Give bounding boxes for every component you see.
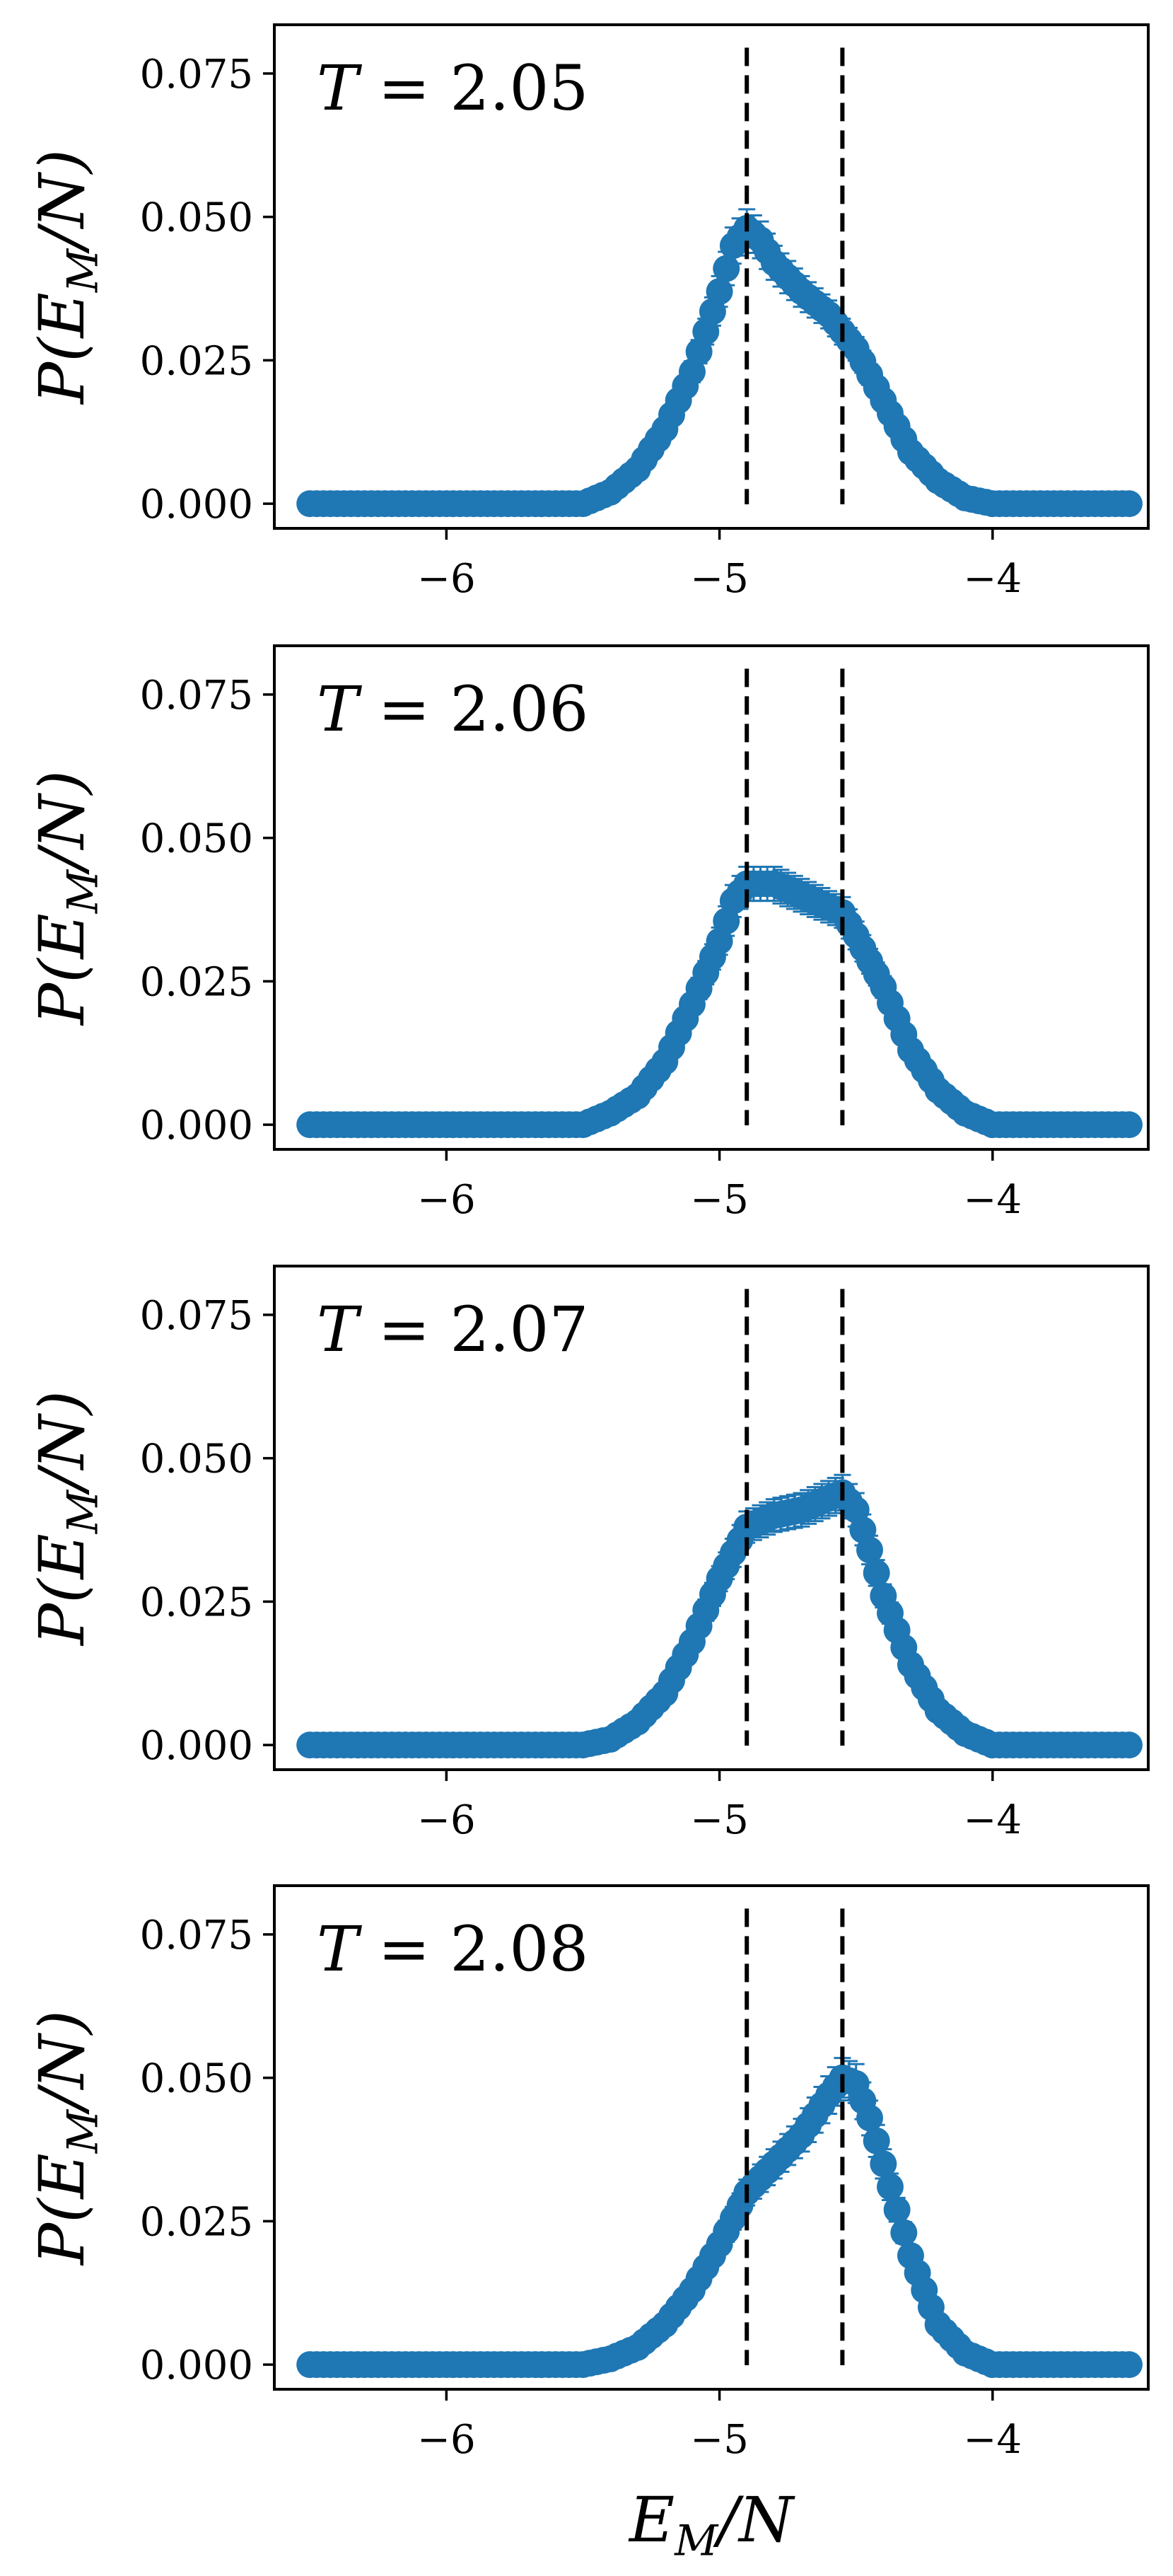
y-tick-label: 0.025: [140, 959, 253, 1005]
axes-frame: [273, 23, 1150, 530]
y-tick-label: 0.075: [140, 1293, 253, 1339]
axes-frame: [273, 644, 1150, 1151]
data-point: [1115, 490, 1143, 518]
x-tick-label: −6: [417, 556, 476, 602]
x-tick-label: −6: [417, 1177, 476, 1223]
y-tick-label: 0.075: [140, 673, 253, 719]
x-axis-label: EM/N: [628, 2483, 795, 2565]
y-axis-label: P(EM/N): [25, 770, 107, 1026]
data-point: [890, 2219, 918, 2246]
data-point: [1115, 1111, 1143, 1139]
data-point: [1115, 2351, 1143, 2379]
x-tick-label: −5: [690, 2417, 749, 2463]
x-tick-label: −4: [964, 556, 1022, 602]
y-tick-label: 0.000: [140, 482, 253, 528]
plot-area: [296, 865, 1143, 1139]
x-tick-label: −5: [690, 1797, 749, 1843]
y-axis-label: P(EM/N): [25, 1391, 107, 1647]
x-tick-label: −4: [964, 1797, 1022, 1843]
data-point: [876, 2173, 904, 2200]
axes-frame: [273, 1884, 1150, 2391]
temperature-annotation: T = 2.06: [317, 673, 588, 745]
y-tick-label: 0.000: [140, 1723, 253, 1769]
data-point: [713, 255, 740, 282]
plot-area: [296, 208, 1143, 518]
y-tick-label: 0.050: [140, 816, 253, 862]
y-tick-label: 0.050: [140, 1437, 253, 1483]
data-point: [870, 2150, 897, 2178]
temperature-annotation: T = 2.08: [317, 1913, 588, 1985]
panel-1: 0.000 0.025 0.050 0.075 −6 −5 −4 T = 2.05 P(EM/N…: [25, 23, 1150, 602]
y-tick-label: 0.025: [140, 2199, 253, 2245]
y-tick-label: 0.000: [140, 1103, 253, 1149]
data-point: [856, 1536, 884, 1564]
x-tick-label: −6: [417, 1797, 476, 1843]
data-point: [863, 2127, 890, 2154]
data-point: [1115, 1731, 1143, 1759]
data-point: [706, 278, 733, 306]
x-tick-label: −5: [690, 556, 749, 602]
y-tick-label: 0.075: [140, 52, 253, 98]
y-axis-label: P(EM/N): [25, 2010, 107, 2266]
panel-4: 0.000 0.025 0.050 0.075 −6 −5 −4 T = 2.08 P(EM/N…: [25, 1884, 1150, 2565]
data-point: [863, 1559, 890, 1586]
x-tick-label: −6: [417, 2417, 476, 2463]
y-tick-label: 0.000: [140, 2343, 253, 2389]
y-tick-label: 0.075: [140, 1913, 253, 1959]
data-point: [883, 2196, 911, 2224]
x-tick-label: −4: [964, 1177, 1022, 1223]
data-point: [856, 2104, 884, 2132]
y-tick-label: 0.050: [140, 2056, 253, 2102]
temperature-annotation: T = 2.05: [317, 52, 588, 124]
panel-3: 0.000 0.025 0.050 0.075 −6 −5 −4 T = 2.07 P(EM/N…: [25, 1265, 1150, 1843]
panel-2: 0.000 0.025 0.050 0.075 −6 −5 −4 T = 2.06 P(EM/N…: [25, 644, 1150, 1223]
y-axis-label: P(EM/N): [25, 149, 107, 405]
x-tick-label: −4: [964, 2417, 1022, 2463]
plot-area: [296, 2057, 1143, 2379]
y-tick-label: 0.050: [140, 195, 253, 241]
axes-frame: [273, 1265, 1150, 1771]
y-tick-label: 0.025: [140, 338, 253, 384]
x-tick-label: −5: [690, 1177, 749, 1223]
y-tick-label: 0.025: [140, 1579, 253, 1625]
temperature-annotation: T = 2.07: [317, 1293, 588, 1366]
plot-area: [296, 1473, 1143, 1759]
